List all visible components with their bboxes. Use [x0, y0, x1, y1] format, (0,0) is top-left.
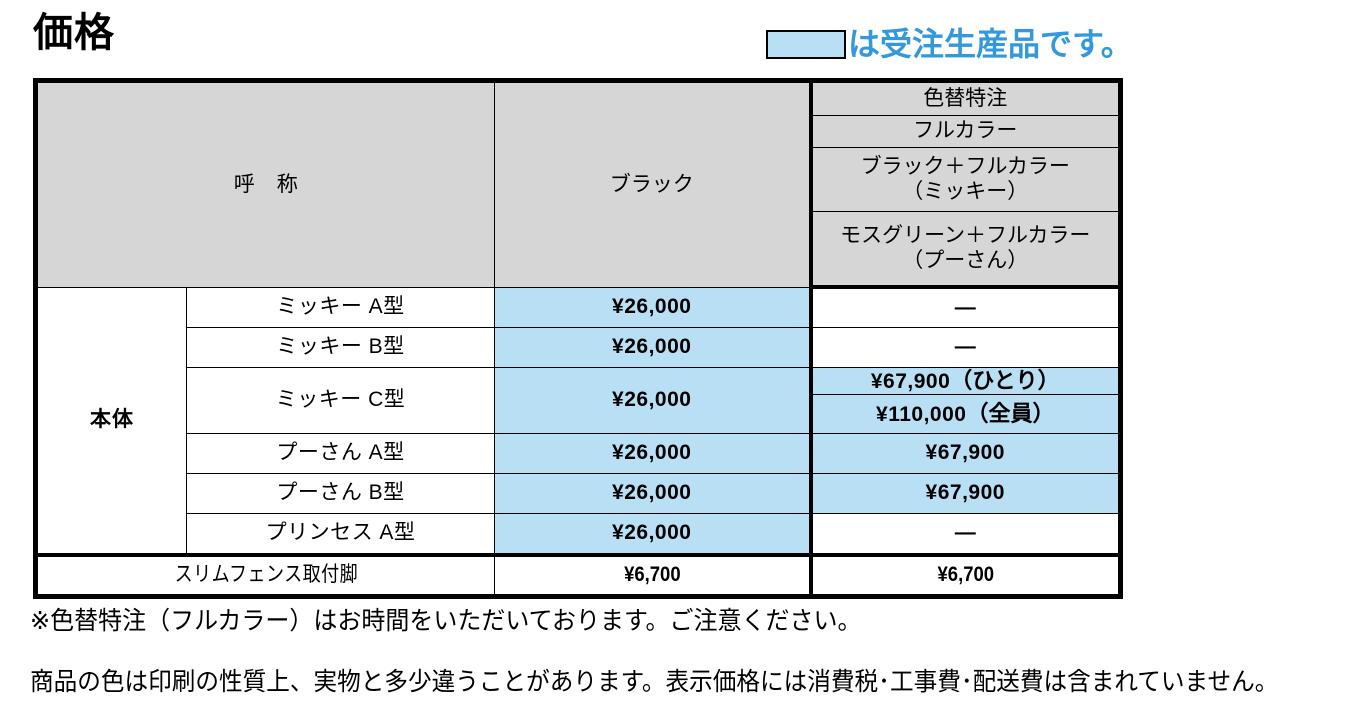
header-special-fullcolor: フルカラー	[810, 115, 1123, 148]
price-table: 呼 称 ブラック 色替特注 フルカラー ブラック＋フルカラー （ミッキー） モス…	[33, 78, 1123, 599]
price-special: —	[810, 512, 1123, 557]
header-special-mickey-line2: （ミッキー）	[902, 179, 1029, 203]
price-special-single: ¥67,900（ひとり）	[810, 366, 1123, 395]
price-black: ¥26,000	[494, 432, 813, 474]
row-group-label: 本体	[33, 286, 187, 557]
header-name-cell: 呼 称	[33, 78, 495, 288]
header-special-title: 色替特注	[810, 78, 1123, 116]
price-black: ¥26,000	[494, 326, 813, 368]
model-name: ミッキー A型	[186, 286, 495, 328]
made-to-order-legend: は受注生産品です。	[766, 24, 1133, 64]
model-name: プーさん B型	[186, 472, 495, 514]
table-row: ¥110,000（全員）	[36, 393, 1123, 434]
header-black-cell: ブラック	[494, 78, 813, 288]
header-special-mickey-line1: ブラック＋フルカラー	[860, 155, 1070, 179]
table-header-row-1: 呼 称 ブラック 色替特注	[33, 78, 1123, 288]
price-special-all-value: ¥110,000	[876, 402, 967, 426]
table-header-row-4: モスグリーン＋フルカラー （プーさん）	[36, 211, 1123, 289]
footer-row-price-special: ¥6,700	[828, 554, 1105, 599]
table-header-row-3: ブラック＋フルカラー （ミッキー）	[36, 147, 1123, 212]
model-name: ミッキー C型	[186, 366, 495, 434]
table-row: プリンセス A型 ¥26,000 —	[36, 512, 1123, 557]
price-special: —	[810, 326, 1123, 368]
price-black: ¥26,000	[494, 286, 813, 328]
legend-label: は受注生産品です。	[848, 26, 1133, 62]
price-special-single-suffix: （ひとり）	[950, 367, 1060, 393]
table-row: プーさん B型 ¥26,000 ¥67,900	[36, 472, 1123, 514]
footnote-color-and-tax: 商品の色は印刷の性質上、実物と多少違うことがあります。表示価格には消費税･工事費…	[30, 668, 1279, 696]
header-special-pooh: モスグリーン＋フルカラー （プーさん）	[810, 211, 1123, 289]
model-name: プリンセス A型	[186, 512, 495, 557]
price-special: —	[810, 286, 1123, 328]
page-title: 価格	[33, 11, 115, 55]
model-name: ミッキー B型	[186, 326, 495, 368]
table-row: ミッキー C型 ¥26,000 ¥67,900（ひとり）	[36, 366, 1123, 434]
price-special: ¥67,900	[810, 432, 1123, 474]
header-special-mickey: ブラック＋フルカラー （ミッキー）	[810, 147, 1123, 212]
price-special: ¥67,900	[810, 472, 1123, 514]
model-name: プーさん A型	[186, 432, 495, 474]
price-black: ¥26,000	[494, 512, 813, 557]
table-footer-row: スリムフェンス取付脚 ¥6,700 ¥6,700	[36, 554, 1121, 599]
price-black: ¥26,000	[494, 366, 813, 434]
table-header-row-2: フルカラー	[36, 115, 1123, 148]
footnote-special-order: ※色替特注（フルカラー）はお時間をいただいております。ご注意ください。	[30, 607, 862, 635]
price-special-all-suffix: （全員）	[966, 400, 1055, 426]
header-special-pooh-line2: （プーさん）	[902, 248, 1029, 272]
header-special-pooh-line1: モスグリーン＋フルカラー	[840, 224, 1091, 248]
table-row: プーさん A型 ¥26,000 ¥67,900	[36, 432, 1123, 474]
price-special-single-value: ¥67,900	[870, 369, 951, 393]
footer-row-price-black: ¥6,700	[513, 554, 794, 599]
legend-color-swatch	[766, 29, 846, 59]
footer-row-label: スリムフェンス取付脚	[65, 554, 463, 599]
table-row: 本体 ミッキー A型 ¥26,000 —	[33, 286, 1123, 557]
table-row: ミッキー B型 ¥26,000 —	[36, 326, 1123, 368]
price-black: ¥26,000	[494, 472, 813, 514]
price-special-all: ¥110,000（全員）	[810, 393, 1123, 434]
